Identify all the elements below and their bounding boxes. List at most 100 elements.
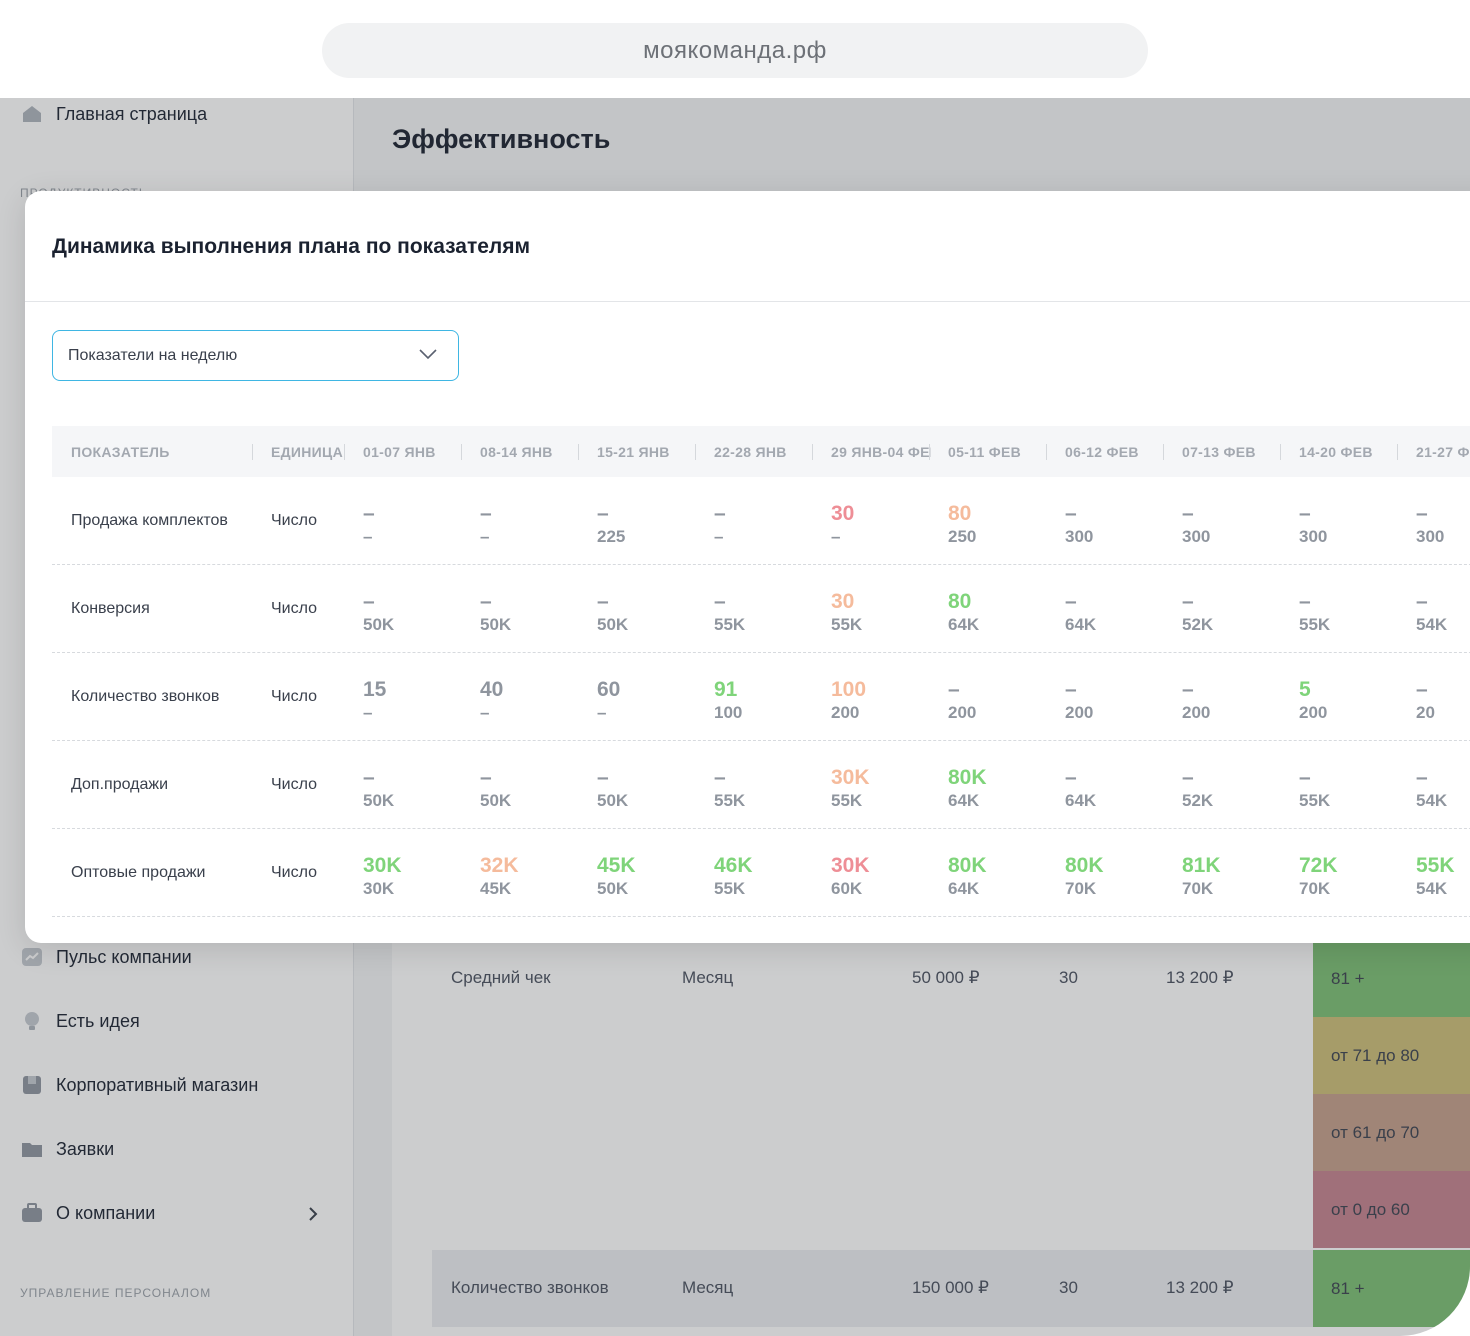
- plan-value: 300: [1416, 527, 1445, 546]
- plan-value: 55K: [1299, 791, 1331, 810]
- column-separator: [578, 444, 579, 460]
- week-value-cell: – 54K: [1416, 741, 1470, 829]
- actual-value: –: [597, 502, 609, 525]
- plan-value: 52K: [1182, 615, 1214, 634]
- plan-value: 60K: [831, 879, 863, 898]
- actual-value: 80K: [1065, 854, 1104, 877]
- indicator-name: Продажа комплектов: [71, 512, 228, 529]
- week-value-cell: – 200: [1182, 653, 1298, 741]
- week-value-cell: – 52K: [1182, 565, 1298, 653]
- grade-cell: 81 +: [1313, 940, 1470, 1017]
- plan-value: 200: [1065, 703, 1094, 722]
- week-value-cell: – –: [714, 477, 830, 565]
- actual-value: –: [1416, 502, 1428, 525]
- plan-value: 300: [1065, 527, 1094, 546]
- sidebar-item-requests[interactable]: Заявки: [20, 1137, 114, 1161]
- week-value-cell: – 54K: [1416, 565, 1470, 653]
- week-value-cell: – –: [363, 477, 479, 565]
- plan-value: 225: [597, 527, 626, 546]
- plan-value: 55K: [714, 791, 746, 810]
- indicator-unit: Число: [271, 600, 318, 617]
- plan-value: 55K: [714, 879, 746, 898]
- column-separator: [812, 444, 813, 460]
- column-separator: [695, 444, 696, 460]
- plan-dynamics-modal: Динамика выполнения плана по показателям…: [25, 191, 1470, 943]
- sidebar-item-home[interactable]: Главная страница: [20, 102, 207, 126]
- row-period: Месяц: [682, 1278, 734, 1297]
- indicator-unit: Число: [271, 512, 318, 529]
- week-value-cell: 80K 64K: [948, 829, 1064, 917]
- week-value-cell: – –: [480, 477, 596, 565]
- grade-label: от 61 до 70: [1331, 1122, 1420, 1142]
- grade-label: 81 +: [1331, 968, 1365, 988]
- actual-value: 80K: [948, 766, 987, 789]
- grade-label: от 0 до 60: [1331, 1199, 1410, 1219]
- indicator-name: Оптовые продажи: [71, 864, 206, 881]
- actual-value: –: [597, 590, 609, 613]
- actual-value: –: [1065, 590, 1077, 613]
- sidebar-item-shop[interactable]: Корпоративный магазин: [20, 1073, 258, 1097]
- sidebar-item-idea[interactable]: Есть идея: [20, 1009, 140, 1033]
- grade-cell: 81 +: [1313, 1250, 1470, 1327]
- sidebar-item-pulse[interactable]: Пульс компании: [20, 945, 192, 969]
- indicator-name: Конверсия: [71, 600, 150, 617]
- actual-value: –: [1299, 766, 1311, 789]
- actual-value: 30: [831, 590, 855, 613]
- week-value-cell: – 50K: [597, 741, 713, 829]
- plan-value: 50K: [480, 615, 512, 634]
- week-value-cell: 40 –: [480, 653, 596, 741]
- column-separator: [1280, 444, 1281, 460]
- plan-value: 70K: [1299, 879, 1331, 898]
- week-value-cell: – 55K: [1299, 565, 1415, 653]
- table-row: Конверсия Число –50K –50K –50K –55K 30 55K 80 64K…: [52, 565, 1470, 653]
- plan-value: 200: [1182, 703, 1211, 722]
- actual-value: –: [1065, 678, 1077, 701]
- plan-value: 54K: [1416, 615, 1448, 634]
- actual-value: 72K: [1299, 854, 1338, 877]
- column-header: 15-21 ЯНВ: [597, 443, 670, 460]
- week-value-cell: 30K 30K: [363, 829, 479, 917]
- plan-value: 55K: [1299, 615, 1331, 634]
- row-fact: 13 200 ₽: [1166, 968, 1234, 987]
- folder-icon: [20, 1137, 44, 1161]
- grade-label: 81 +: [1331, 1278, 1365, 1298]
- indicator-name: Количество звонков: [71, 688, 220, 705]
- table-header: ПОКАЗАТЕЛЬ ЕДИНИЦА 01-07 ЯНВ 08-14 ЯНВ 15-21…: [52, 426, 1470, 477]
- actual-value: 45K: [597, 854, 636, 877]
- sidebar-item-label: Есть идея: [56, 1010, 140, 1031]
- sidebar-item-label: Заявки: [56, 1138, 115, 1159]
- table-row: Оптовые продажи Число 30K 30K 32K 45K 45K 50K 46…: [52, 829, 1470, 917]
- shop-icon: [20, 1073, 44, 1097]
- row-period: Месяц: [682, 968, 734, 987]
- sidebar-item-about[interactable]: О компании: [20, 1201, 155, 1225]
- week-value-cell: 80 250: [948, 477, 1064, 565]
- address-bar[interactable]: моякоманда.рф: [322, 23, 1148, 78]
- week-value-cell: – 300: [1416, 477, 1470, 565]
- week-value-cell: 30K 60K: [831, 829, 947, 917]
- actual-value: –: [714, 502, 726, 525]
- chevron-right-icon[interactable]: [306, 1204, 320, 1229]
- pulse-icon: [20, 945, 44, 969]
- column-separator: [1397, 444, 1398, 460]
- actual-value: –: [480, 766, 492, 789]
- actual-value: –: [1299, 502, 1311, 525]
- indicator-unit: Число: [271, 688, 318, 705]
- week-value-cell: – 300: [1182, 477, 1298, 565]
- row-name: Средний чек: [451, 968, 551, 987]
- column-header: 07-13 ФЕВ: [1182, 443, 1256, 460]
- actual-value: –: [714, 590, 726, 613]
- column-header: 05-11 ФЕВ: [948, 443, 1022, 460]
- plan-value: 200: [831, 703, 860, 722]
- plan-value: 45K: [480, 879, 512, 898]
- plan-value: 50K: [480, 791, 512, 810]
- table-row-highlight: [432, 1250, 1332, 1327]
- actual-value: 60: [597, 678, 621, 701]
- plan-value: –: [363, 703, 373, 722]
- week-value-cell: – 55K: [714, 565, 830, 653]
- week-value-cell: 80K 70K: [1065, 829, 1181, 917]
- grade-cell: от 61 до 70: [1313, 1094, 1470, 1171]
- period-select[interactable]: Показатели на неделю: [52, 330, 459, 381]
- plan-value: 100: [714, 703, 743, 722]
- plan-value: 50K: [597, 791, 629, 810]
